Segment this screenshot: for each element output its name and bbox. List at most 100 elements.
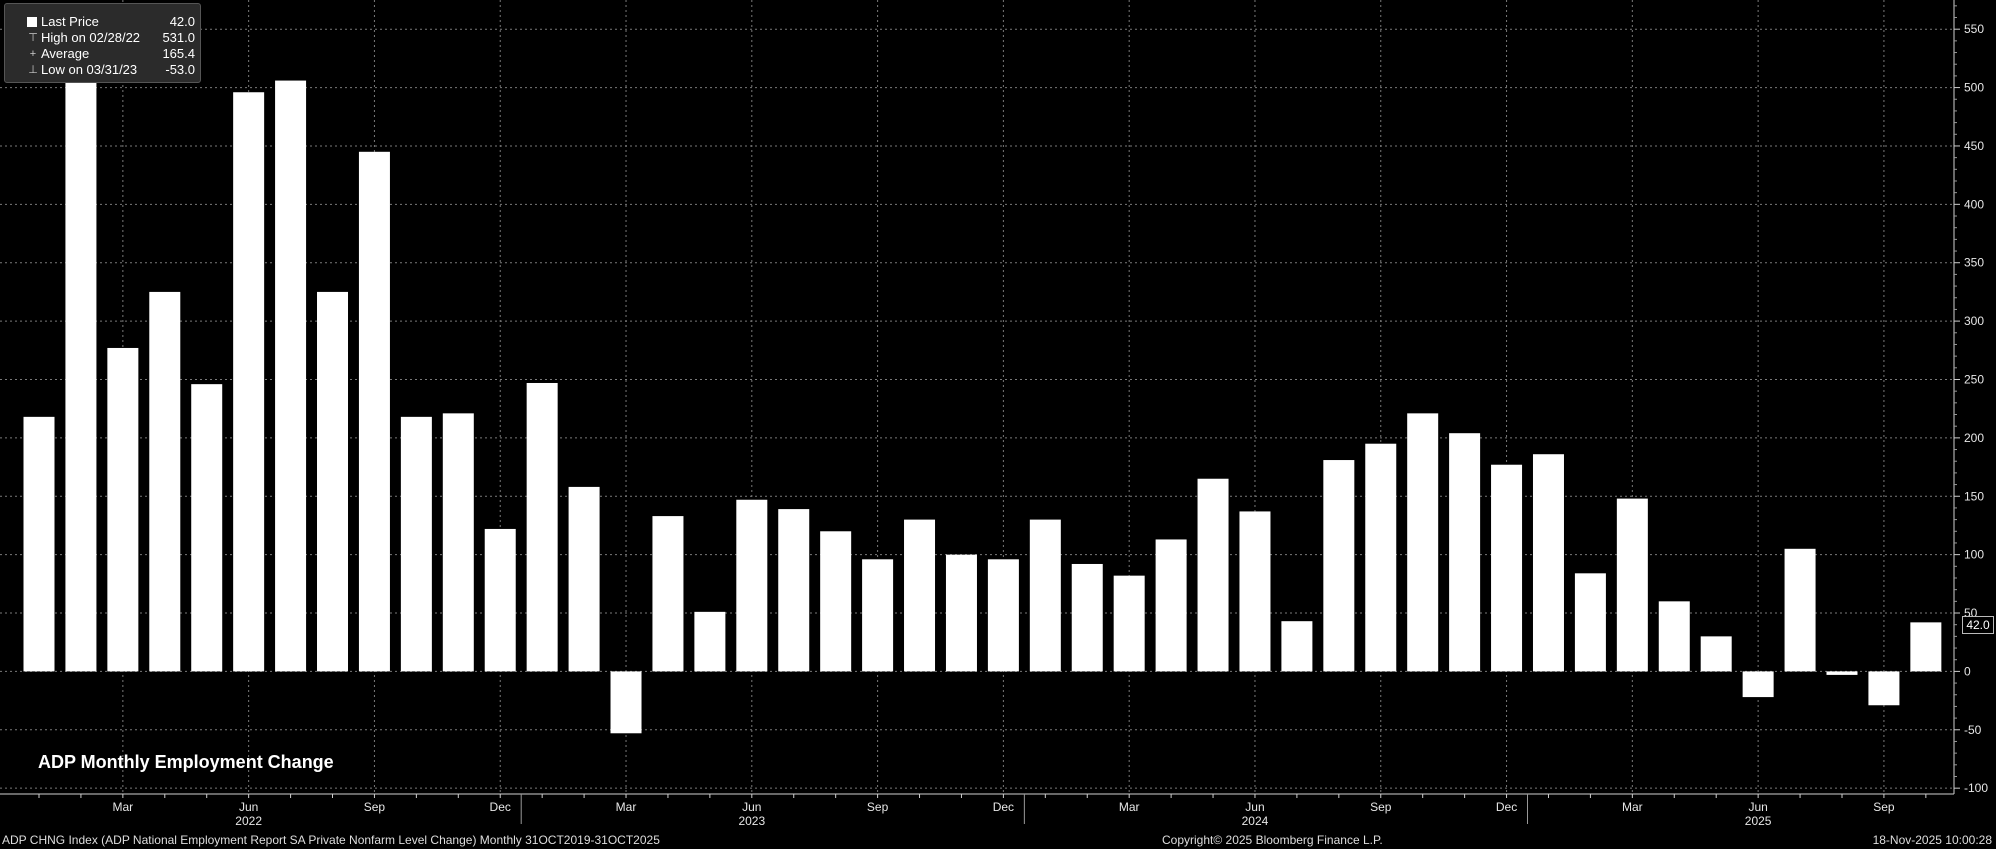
y-tick-label: 450 [1964,139,1984,153]
y-tick-label: 0 [1964,664,1971,678]
x-tick-label: Sep [364,800,386,814]
bar [736,499,768,672]
bar [317,291,349,672]
bar [1910,622,1942,672]
bar [1407,413,1439,672]
bar [233,92,265,672]
legend-row-low: ⊥ Low on 03/31/23 -53.0 [13,62,195,78]
x-tick-label: Sep [1873,800,1895,814]
y-tick-label: 550 [1964,22,1984,36]
bar [65,51,97,672]
legend-label: Low on 03/31/23 [41,62,138,77]
bar [1029,519,1061,672]
average-marker-icon: + [29,48,37,60]
x-tick-label: Dec [993,800,1014,814]
y-tick-label: -100 [1964,781,1988,795]
bar [987,559,1019,672]
last-value-label: 42.0 [1962,616,1994,634]
x-tick-label: Jun [1748,800,1767,814]
bar [610,671,642,734]
bar [652,516,684,672]
legend-label: Last Price [41,14,99,29]
legend-row-last-price: Last Price 42.0 [13,14,195,30]
legend-value: -53.0 [165,62,195,77]
bar [484,528,516,672]
x-tick-label: Sep [1370,800,1392,814]
x-tick-label: Mar [1622,800,1643,814]
bar [1155,539,1187,672]
x-tick-label: Jun [1245,800,1264,814]
footer-copyright: Copyright© 2025 Bloomberg Finance L.P. [1162,833,1383,847]
x-tick-label: Mar [113,800,134,814]
y-tick-label: 350 [1964,256,1984,270]
legend-value: 531.0 [162,30,195,45]
year-label: 2023 [738,814,765,828]
y-tick-label: -50 [1964,723,1982,737]
footer-timestamp: 18-Nov-2025 10:00:28 [1872,833,1992,847]
y-tick-label: 100 [1964,548,1984,562]
bar [904,519,936,672]
bar [526,382,558,672]
bar [358,151,390,672]
bar [1071,563,1103,672]
y-tick-label: 250 [1964,372,1984,386]
bar [1784,548,1816,672]
bar [191,384,223,672]
legend-label: High on 02/28/22 [41,30,141,45]
x-tick-label: Jun [239,800,258,814]
year-label: 2025 [1745,814,1772,828]
bar [442,413,474,672]
x-tick-label: Mar [1119,800,1140,814]
bar [1449,433,1481,672]
bar [945,554,977,672]
bar [568,486,600,672]
bar [1323,460,1355,672]
footer-source: ADP CHNG Index (ADP National Employment … [2,833,660,847]
y-tick-label: 150 [1964,489,1984,503]
bar [778,509,810,672]
legend-value: 165.4 [162,46,195,61]
bar [1868,671,1900,706]
bar [1491,464,1523,672]
y-tick-label: 400 [1964,197,1984,211]
year-label: 2024 [1242,814,1269,828]
bar [1113,575,1145,672]
legend-row-high: ⊤ High on 02/28/22 531.0 [13,30,195,46]
legend-row-average: + Average 165.4 [13,46,195,62]
x-tick-label: Mar [616,800,637,814]
bar [1532,454,1564,672]
legend-label: Average [41,46,90,61]
legend: Last Price 42.0 ⊤ High on 02/28/22 531.0… [4,3,201,83]
bar [107,347,139,672]
bar [275,80,307,672]
bar [400,416,432,672]
y-tick-label: 300 [1964,314,1984,328]
bar [1365,443,1397,672]
bar [1742,671,1774,698]
chart-title: ADP Monthly Employment Change [38,752,334,772]
x-tick-label: Sep [867,800,889,814]
bar [694,611,726,672]
square-icon [27,17,37,27]
bar [1658,601,1690,672]
x-tick-label: Jun [742,800,761,814]
legend-value: 42.0 [169,14,195,29]
x-tick-label: Dec [490,800,511,814]
bar [1700,636,1732,672]
low-marker-icon: ⊥ [28,64,38,76]
bar [1239,511,1271,672]
bar [23,416,55,672]
high-marker-icon: ⊤ [28,32,38,44]
x-tick-label: Dec [1496,800,1517,814]
bar [862,559,894,672]
bar [820,531,852,672]
bar [1616,498,1648,672]
bar [1281,621,1313,672]
bar [149,291,181,672]
y-tick-label: 500 [1964,81,1984,95]
year-label: 2022 [235,814,262,828]
bar [1197,478,1229,672]
bar [1574,573,1606,672]
bar [1826,671,1858,675]
